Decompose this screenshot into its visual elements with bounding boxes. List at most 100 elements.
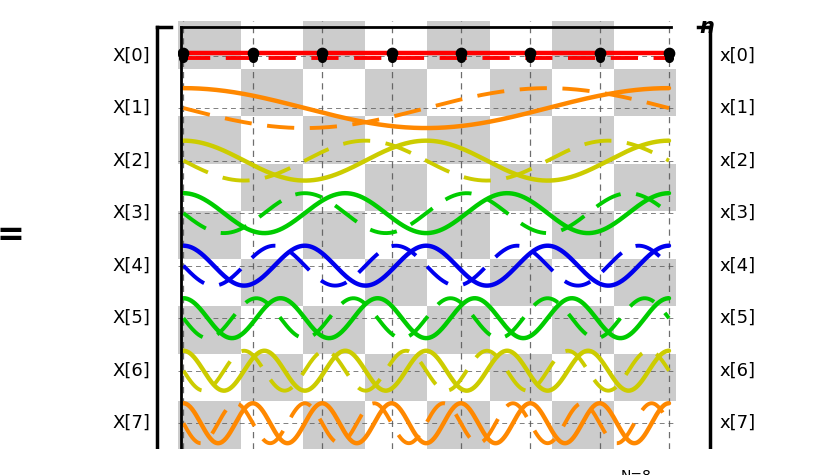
Bar	[614, 116, 676, 164]
Bar	[365, 164, 427, 211]
Bar	[178, 116, 241, 164]
Bar	[614, 21, 676, 69]
Bar	[490, 164, 552, 211]
Bar	[365, 211, 427, 259]
Bar	[365, 116, 427, 164]
Text: X[5]: X[5]	[112, 309, 150, 327]
Bar	[241, 401, 303, 449]
Text: x[0]: x[0]	[720, 47, 755, 65]
Bar	[552, 259, 614, 306]
Bar	[178, 211, 241, 259]
Bar	[490, 211, 552, 259]
Bar	[427, 306, 490, 354]
Bar	[427, 211, 490, 259]
Bar	[178, 69, 241, 116]
Bar	[178, 354, 241, 401]
Point	[315, 49, 329, 57]
Bar	[178, 164, 241, 211]
Bar	[490, 306, 552, 354]
Bar	[552, 211, 614, 259]
Bar	[427, 259, 490, 306]
Bar	[365, 21, 427, 69]
Text: X[0]: X[0]	[112, 47, 150, 65]
Bar	[303, 354, 365, 401]
Bar	[552, 306, 614, 354]
Point	[247, 49, 260, 57]
Text: N=8: N=8	[621, 469, 652, 475]
Text: X[4]: X[4]	[112, 256, 150, 275]
Bar	[490, 354, 552, 401]
Text: x[4]: x[4]	[720, 256, 755, 275]
Bar	[241, 21, 303, 69]
Bar	[614, 211, 676, 259]
Point	[524, 49, 537, 57]
Bar	[303, 116, 365, 164]
Text: =: =	[0, 218, 25, 252]
Point	[385, 49, 398, 57]
Bar	[303, 69, 365, 116]
Bar	[427, 354, 490, 401]
Point	[662, 49, 676, 57]
Bar	[178, 21, 241, 69]
Point	[454, 49, 467, 57]
Text: X[1]: X[1]	[112, 99, 150, 117]
Point	[454, 54, 467, 62]
Point	[247, 54, 260, 62]
Bar	[614, 306, 676, 354]
Bar	[365, 259, 427, 306]
Bar	[552, 116, 614, 164]
Bar	[552, 69, 614, 116]
Point	[177, 54, 190, 62]
Bar	[552, 21, 614, 69]
Text: x[3]: x[3]	[720, 204, 755, 222]
Bar	[490, 69, 552, 116]
Point	[662, 54, 676, 62]
Bar	[303, 306, 365, 354]
Text: X[6]: X[6]	[112, 361, 150, 380]
Bar	[365, 354, 427, 401]
Text: X[2]: X[2]	[112, 152, 150, 170]
Point	[593, 54, 606, 62]
Bar	[614, 259, 676, 306]
Point	[315, 54, 329, 62]
Text: x[1]: x[1]	[720, 99, 755, 117]
Text: x[5]: x[5]	[720, 309, 755, 327]
Bar	[241, 116, 303, 164]
Bar	[427, 21, 490, 69]
Bar	[427, 164, 490, 211]
Bar	[614, 164, 676, 211]
Bar	[178, 306, 241, 354]
Text: x[6]: x[6]	[720, 361, 755, 380]
Bar	[490, 401, 552, 449]
Bar	[365, 306, 427, 354]
Bar	[241, 211, 303, 259]
Bar	[552, 401, 614, 449]
Bar	[303, 164, 365, 211]
Point	[385, 54, 398, 62]
Bar	[303, 259, 365, 306]
Bar	[552, 164, 614, 211]
Bar	[241, 354, 303, 401]
Bar	[241, 306, 303, 354]
Bar	[614, 69, 676, 116]
Text: X[7]: X[7]	[112, 414, 150, 432]
Bar	[241, 259, 303, 306]
Bar	[552, 354, 614, 401]
Bar	[427, 116, 490, 164]
Bar	[178, 259, 241, 306]
Bar	[241, 164, 303, 211]
Bar	[490, 116, 552, 164]
Point	[593, 49, 606, 57]
Bar	[241, 69, 303, 116]
Bar	[303, 401, 365, 449]
Point	[177, 49, 190, 57]
Bar	[490, 21, 552, 69]
Bar	[614, 354, 676, 401]
Point	[524, 54, 537, 62]
Bar	[427, 69, 490, 116]
Bar	[178, 401, 241, 449]
Bar	[365, 69, 427, 116]
Text: x[7]: x[7]	[720, 414, 755, 432]
Text: x[2]: x[2]	[720, 152, 755, 170]
Bar	[490, 259, 552, 306]
